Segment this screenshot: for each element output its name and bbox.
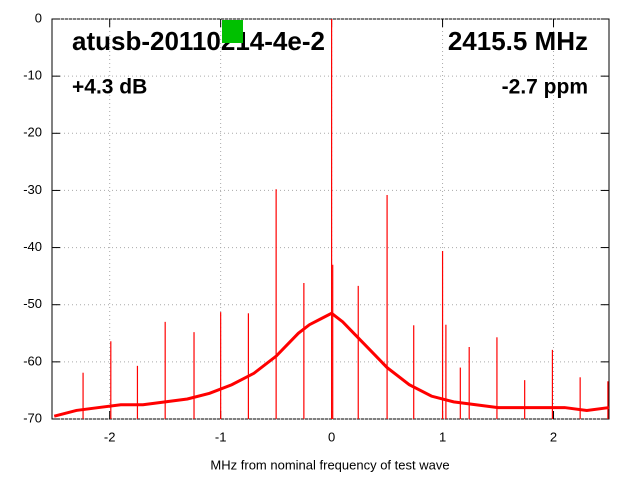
- y-tick-label: -60: [23, 353, 42, 368]
- plot-frame: [51, 18, 610, 420]
- x-tick-label: -2: [104, 429, 116, 444]
- y-tick-label: -40: [23, 239, 42, 254]
- y-tick-label: 0: [35, 10, 42, 25]
- marks: [53, 19, 610, 419]
- x-tick-label: -1: [215, 429, 227, 444]
- gain: +4.3 dB: [72, 76, 147, 99]
- y-tick-label: -70: [23, 410, 42, 425]
- status-indicator: [222, 20, 243, 43]
- y-tick-label: -30: [23, 182, 42, 197]
- x-axis-label: MHz from nominal frequency of test wave: [210, 457, 449, 472]
- y-tick-label: -50: [23, 296, 42, 311]
- chart-title: atusb-20110214-4e-2: [72, 26, 325, 56]
- x-tick-label: 1: [439, 429, 446, 444]
- y-tick-label: -10: [23, 68, 42, 83]
- x-tick-label: 2: [550, 429, 557, 444]
- y-tick-label: -20: [23, 125, 42, 140]
- x-tick-label: 0: [328, 429, 335, 444]
- frequency: 2415.5 MHz: [448, 26, 588, 56]
- ppm: -2.7 ppm: [502, 76, 588, 99]
